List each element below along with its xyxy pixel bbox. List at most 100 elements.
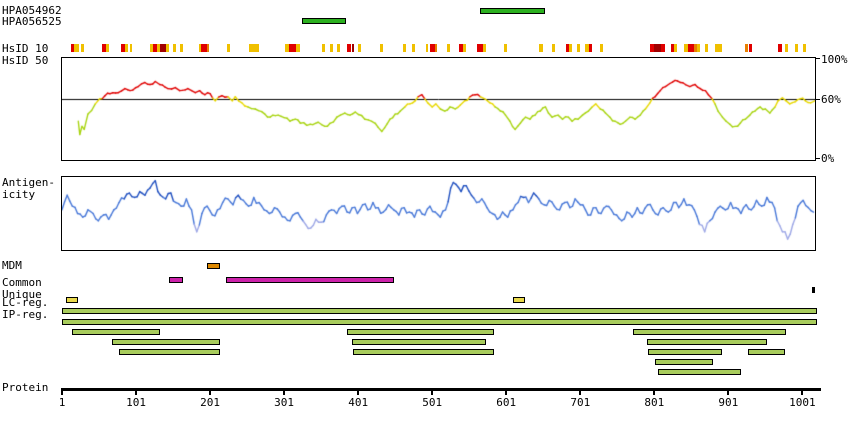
unique-track-label: Unique [2,288,42,301]
common-track-label: Common [2,276,42,289]
axis-tick-label: 201 [200,396,221,409]
hsid10-segment [504,44,507,52]
axis-tick [431,391,434,395]
ip-region-bar [658,369,742,375]
axis-tick [357,391,360,395]
antigenicity-track-label-line1: Antigen- [2,176,55,189]
hsid10-segment [101,44,106,52]
hsid10-segment [156,44,160,52]
mdm-track-label: MDM [2,259,22,272]
hsid10-segment [130,44,133,52]
y-axis-tick-60 [815,99,820,100]
hsid10-segment [337,44,341,52]
hsid10-segment [566,44,570,52]
axis-tick-label: 101 [126,396,146,409]
hsid10-track-label: HsID 10 [2,42,49,55]
hsid10-segment [81,44,85,52]
y-axis-label-0: 0% [821,152,835,165]
ip-region-bar [646,339,767,345]
hsid10-segment [458,44,464,52]
hsid10-segment [289,44,296,52]
hsid10-segment [153,44,157,52]
hsid10-segment [803,44,807,52]
hsid10-segment [380,44,384,52]
hsid10-segment [73,44,80,52]
ip-region-bar [119,349,221,355]
unique-region-mark [812,287,815,293]
lc-region-box [512,297,526,303]
hsid10-segment [358,44,362,52]
mdm-box [207,263,221,269]
common-region-bar [226,277,395,283]
axis-tick-label: 1001 [789,396,816,409]
hsid10-segment [179,44,183,52]
axis-tick [653,391,656,395]
antigen-bar-HPA054962 [480,8,546,14]
common-region-bar [169,277,184,283]
axis-tick-label: 501 [422,396,443,409]
axis-tick-label: 401 [348,396,369,409]
hsid10-segment [284,44,290,52]
antigen-bar-HPA056525 [301,18,347,24]
hsid10-segment [600,44,604,52]
hsid10-segment [795,44,798,52]
axis-tick-label: 301 [274,396,295,409]
ip-region-bar [352,349,495,355]
hsid10-segment [694,44,698,52]
hsid10-segment [70,44,74,52]
hsid10-segment [463,44,466,52]
y-axis-tick-100 [815,58,820,59]
hsid10-segment [150,44,154,52]
protein-axis-label: Protein [2,381,49,394]
hsid10-segment [124,44,128,52]
hsid10-segment [688,44,695,52]
hsid10-segment [412,44,416,52]
ip-region-bar [71,329,161,335]
hsid10-segment [585,44,590,52]
hsid10-segment [649,44,655,52]
hsid10-segment [403,44,407,52]
ip-region-bar [62,308,817,314]
axis-tick [579,391,582,395]
hsid10-segment [683,44,688,52]
axis-tick [209,391,212,395]
hsid10-segment [201,44,208,52]
axis-tick [283,391,286,395]
ip-region-bar [748,349,786,355]
hsid10-segment [429,44,436,52]
hsid10-segment [159,44,166,52]
antigenicity-chart-canvas [62,177,815,250]
hsid10-segment [435,44,438,52]
hsid10-segment [745,44,749,52]
hsid10-segment [777,44,782,52]
hsid10-segment [785,44,789,52]
protein-axis-line [61,388,821,391]
hsid10-segment [589,44,593,52]
hsid50-chart-frame [61,57,816,161]
axis-tick [61,391,63,395]
y-axis-tick-0 [815,158,820,159]
lc-region-box [65,297,79,303]
antigenicity-track-label-line2: icity [2,188,36,201]
hsid10-segment [670,44,675,52]
ip-region-bar [647,349,723,355]
hsid10-segment [674,44,677,52]
axis-tick-label: 601 [496,396,517,409]
axis-tick [801,391,804,395]
antigen-id-label: HPA056525 [2,15,62,28]
hsid10-segment [425,44,429,52]
ip-region-bar [352,339,487,345]
axis-tick-label: 801 [644,396,665,409]
ip-region-bar [347,329,495,335]
hsid10-segment [165,44,170,52]
y-axis-label-60: 60% [821,93,841,106]
hsid10-segment [321,44,325,52]
axis-tick [135,391,138,395]
hsid10-segment [569,44,573,52]
ip-region-bar [112,339,221,345]
hsid10-segment [749,44,753,52]
ip-region-bar [632,329,786,335]
hsid10-segment [577,44,581,52]
